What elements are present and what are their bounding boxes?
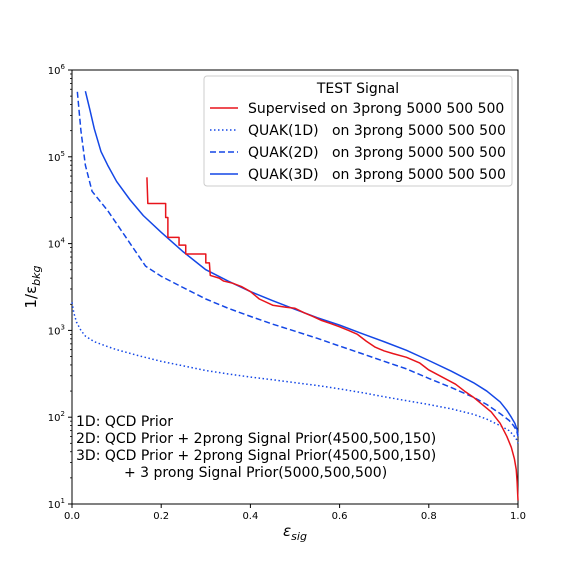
x-tick-label: 0.0 xyxy=(64,511,80,522)
legend-title: TEST Signal xyxy=(316,81,399,97)
x-tick-label: 0.2 xyxy=(153,511,169,522)
y-tick-label: 106 xyxy=(48,63,66,77)
y-tick-base: 10 xyxy=(48,66,61,77)
y-tick-exp: 1 xyxy=(61,497,65,505)
y-tick-exp: 6 xyxy=(61,63,66,71)
x-tick-label: 0.4 xyxy=(242,511,258,522)
x-tick-label: 1.0 xyxy=(510,511,526,522)
x-axis-label-sub: sig xyxy=(291,530,307,543)
annotation-line-3: 3D: QCD Prior + 2prong Signal Prior(4500… xyxy=(76,448,436,464)
legend-box xyxy=(203,75,513,187)
legend-label: QUAK(1D) on 3prong 5000 500 500 xyxy=(248,123,506,139)
y-tick-base: 10 xyxy=(48,500,61,511)
y-tick-base: 10 xyxy=(48,240,61,251)
legend-label: QUAK(3D) on 3prong 5000 500 500 xyxy=(248,167,506,183)
y-tick-exp: 2 xyxy=(61,410,65,418)
y-tick-exp: 5 xyxy=(61,150,65,158)
y-tick-label: 104 xyxy=(48,237,66,251)
x-axis-label: εsig xyxy=(283,522,307,543)
y-tick-label: 103 xyxy=(48,323,65,337)
annotation-line-1: 1D: QCD Prior xyxy=(76,414,173,430)
y-tick-base: 10 xyxy=(48,413,61,424)
legend-label: Supervised on 3prong 5000 500 500 xyxy=(248,101,504,117)
y-tick-label: 101 xyxy=(48,497,65,511)
series-line-1 xyxy=(71,302,519,444)
series-lines xyxy=(71,91,519,501)
series-line-2 xyxy=(76,91,519,437)
series-line-0 xyxy=(146,177,519,501)
legend: TEST Signal Supervised on 3prong 5000 50… xyxy=(203,75,513,187)
annotation-line-2: 2D: QCD Prior + 2prong Signal Prior(4500… xyxy=(76,431,436,447)
legend-label: QUAK(2D) on 3prong 5000 500 500 xyxy=(248,145,506,161)
y-tick-exp: 4 xyxy=(61,237,66,245)
y-tick-label: 105 xyxy=(48,150,65,164)
annotation-block: 1D: QCD Prior 2D: QCD Prior + 2prong Sig… xyxy=(76,414,436,481)
y-tick-exp: 3 xyxy=(61,323,65,331)
x-axis-label-main: ε xyxy=(283,522,291,540)
y-tick-base: 10 xyxy=(48,326,61,337)
annotation-line-4: + 3 prong Signal Prior(5000,500,500) xyxy=(124,465,387,481)
y-axis-label-main: 1/ε xyxy=(22,286,40,309)
y-axis-label: 1/εbkg xyxy=(22,265,43,308)
legend-entries: Supervised on 3prong 5000 500 500 QUAK(1D… xyxy=(210,101,506,183)
x-tick-label: 0.6 xyxy=(332,511,348,522)
y-tick-label: 102 xyxy=(48,410,65,424)
y-tick-base: 10 xyxy=(48,153,61,164)
y-axis-label-sub: bkg xyxy=(30,265,43,285)
x-tick-label: 0.8 xyxy=(421,511,437,522)
x-axis-ticks: 0.0 0.2 0.4 0.6 0.8 1.0 xyxy=(64,504,526,522)
